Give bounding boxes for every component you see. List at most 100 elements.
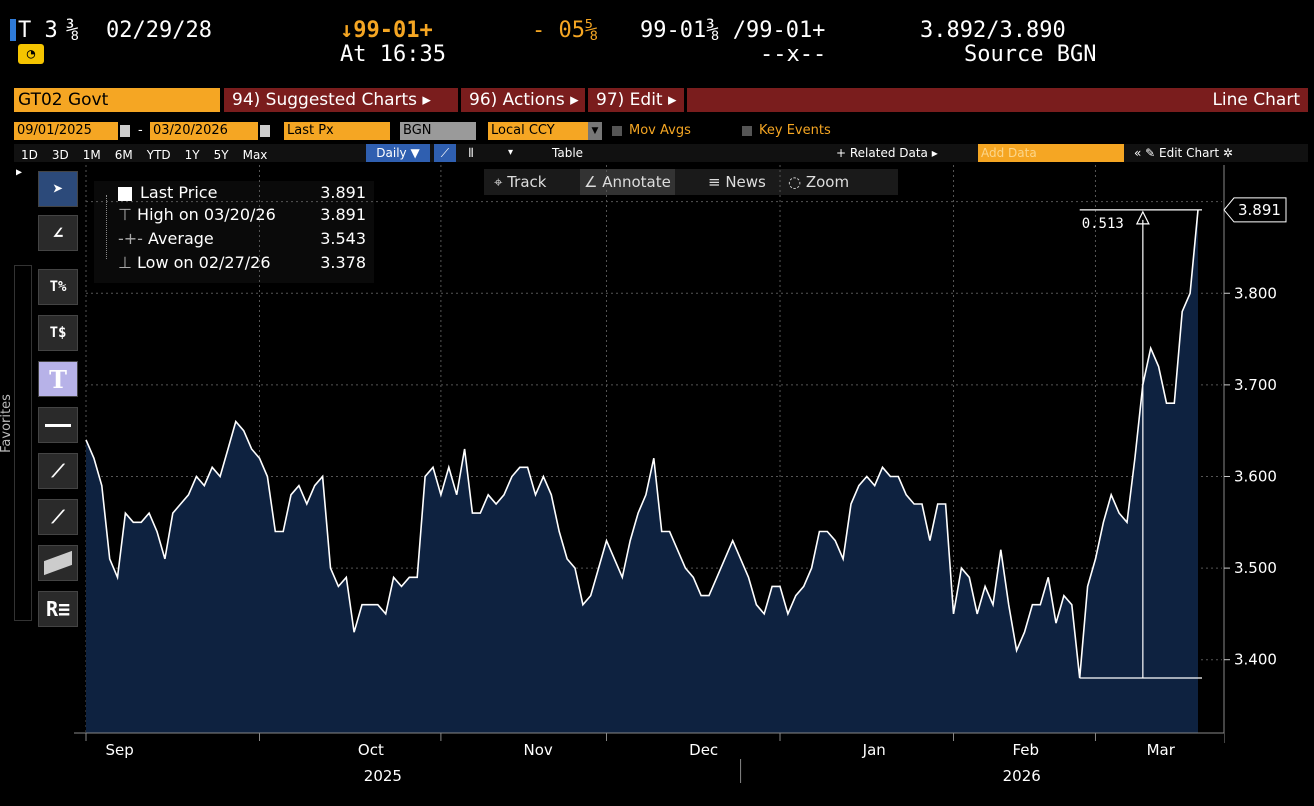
mov-avgs-checkbox[interactable] [612,126,622,136]
y-tick-label: 3.500 [1234,559,1277,577]
legend-low-icon: ⊥ [118,253,138,272]
coupon-fraction: ⅜ [66,18,80,43]
legend-average-icon: -+- [118,229,149,248]
track-button[interactable]: ⌖ Track [494,173,547,191]
trend-line-tool-icon[interactable]: ⟋ [38,453,78,489]
quote-time: At 16:35 [340,42,446,67]
bar-chart-icon[interactable]: ⫴ [468,146,474,160]
percent-tool-icon[interactable]: T% [38,269,78,305]
legend-value: 3.543 [320,229,366,248]
actions-button[interactable]: 96) Actions ▸ [461,88,585,112]
maturity-date: 02/29/28 [106,18,212,43]
x-axis-band [74,733,1224,793]
key-events-checkbox[interactable] [742,126,752,136]
chart-type-label: Line Chart [687,88,1308,112]
channel-tool-icon[interactable]: ⟋ [38,499,78,535]
security-cursor [10,19,16,41]
dollar-tool-icon[interactable]: T$ [38,315,78,351]
tab-1m[interactable]: 1M [82,148,101,162]
legend-row-low: ⊥ Low on 02/27/26 3.378 [118,251,366,275]
table-button[interactable]: Table [552,146,584,160]
price-change: - 05⅝ [532,18,599,43]
edit-chart-button[interactable]: « ✎ Edit Chart ✲ [1134,146,1233,160]
legend-label: Average [148,229,214,248]
tab-5y[interactable]: 5Y [213,148,229,162]
band-tool-icon[interactable] [38,545,78,581]
legend-swatch[interactable] [118,187,132,201]
favorites-label: Favorites [0,394,14,453]
dropdown-icon[interactable]: ▼ [588,122,602,140]
date-dash: - [138,123,143,138]
field-select[interactable]: Last Px [284,122,390,140]
legend-box: Last Price 3.891 ⊤ High on 03/20/26 3.891 … [94,181,374,283]
period-dropdown[interactable]: Daily ▼ [366,144,430,162]
legend-value: 3.891 [320,183,366,202]
annotate-button[interactable]: ∠ Annotate [580,169,675,195]
gauge-icon[interactable]: ◔ [18,44,44,64]
line-chart-icon[interactable]: ⟋ [434,144,456,162]
x-tick-label: Jan [862,741,886,759]
yield-pair: 3.892/3.890 [920,18,1066,43]
year-label: 2026 [1003,767,1041,785]
filter-row: 09/01/2025 - 03/20/2026 Last Px BGN Loca… [14,122,1308,140]
source-field[interactable]: BGN [400,122,476,140]
end-date-field[interactable]: 03/20/2026 [150,122,258,140]
legend-label: High on 03/20/26 [137,205,276,224]
mov-avgs-label[interactable]: Mov Avgs [629,123,691,138]
y-tick-label: 3.400 [1234,651,1277,669]
add-data-input[interactable]: Add Data [978,144,1124,162]
legend-tree-line [106,195,108,259]
tab-3d[interactable]: 3D [51,148,69,162]
news-button[interactable]: ≡ News [708,173,766,191]
regression-tool-icon[interactable]: R≡ [38,591,78,627]
pen-tool-icon[interactable]: ∠ [38,215,78,251]
y-tick-label: 3.600 [1234,467,1277,485]
currency-select[interactable]: Local CCY [488,122,588,140]
period-tabs-row: 1D 3D 1M 6M YTD 1Y 5Y Max Daily ▼ ⟋ ⫴ ▾ Table +… [14,144,1308,162]
x-tick-label: Sep [106,741,134,759]
chart-panel: ▶ Favorites ➤ ∠ T% T$ T ⟋ ⟋ R≡ ⌖ Track ∠… [0,165,1308,793]
x-tick-label: Dec [689,741,718,759]
tab-6m[interactable]: 6M [114,148,133,162]
measure-arrow-icon [1135,210,1150,225]
y-axis: 3.400 3.500 3.600 3.700 3.800 3.891 [1223,165,1287,743]
start-date-field[interactable]: 09/01/2025 [14,122,118,140]
tab-1y[interactable]: 1Y [184,148,200,162]
chart-type-dropdown-icon[interactable]: ▾ [508,147,514,158]
menu-bar: GT02 Govt 94) Suggested Charts ▸ 96) Act… [14,88,1308,112]
text-tool-icon[interactable]: T [38,361,78,397]
y-tick-label: 3.700 [1234,376,1277,394]
suggested-charts-button[interactable]: 94) Suggested Charts ▸ [224,88,458,112]
last-value-tag [1223,197,1287,223]
tab-max[interactable]: Max [242,148,268,162]
expand-arrow-icon[interactable]: ▶ [16,167,23,178]
legend-row-last: Last Price 3.891 [140,181,366,205]
price-line [85,209,1199,679]
tab-ytd[interactable]: YTD [146,148,171,162]
last-price: ↓99-01+ [340,18,433,43]
legend-row-high: ⊤ High on 03/20/26 3.891 [118,203,366,227]
calendar-icon[interactable] [260,125,270,137]
zoom-button[interactable]: ◌ Zoom [788,173,850,191]
favorites-tab[interactable]: Favorites [0,265,32,621]
chart-toolbar: ⌖ Track ∠ Annotate ≡ News ◌ Zoom [484,169,898,195]
horizontal-line-tool-icon[interactable] [38,407,78,443]
related-data-button[interactable]: + Related Data ▸ [836,146,938,160]
edit-button[interactable]: 97) Edit ▸ [588,88,684,112]
pointer-tool-icon[interactable]: ➤ [38,171,78,207]
tab-1d[interactable]: 1D [21,148,38,162]
quote-size: --x-- [760,42,827,67]
measure-annotation: 0.513 [1079,209,1202,679]
x-axis: Sep Oct Nov Dec Jan Feb Mar 2025 2026 [74,732,1224,793]
security-field[interactable]: GT02 Govt [14,88,220,112]
y-tick-label: 3.800 [1234,284,1277,302]
key-events-label[interactable]: Key Events [759,123,831,138]
x-tick-label: Oct [358,741,384,759]
price-area [86,209,1198,733]
x-tick-label: Nov [524,741,553,759]
header-bar: T 3 ⅜ 02/29/28 ↓99-01+ - 05⅝ 99-01⅜ /99-… [10,16,1310,67]
legend-high-icon: ⊤ [118,205,138,224]
x-tick-label: Feb [1012,741,1039,759]
calendar-icon[interactable] [120,125,130,137]
price-chart[interactable]: 0.513 3.400 3.500 3.600 3.700 3.800 3.891 Sep… [74,165,1308,793]
